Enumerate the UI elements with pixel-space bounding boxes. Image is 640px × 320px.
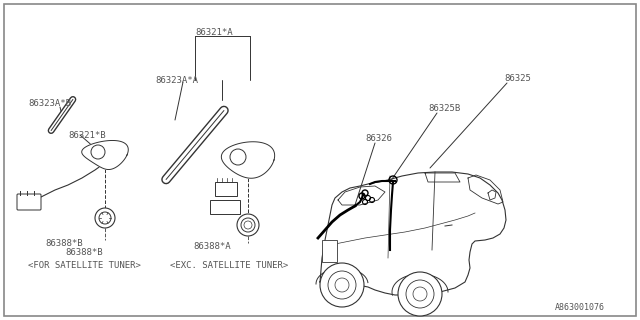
Circle shape	[95, 208, 115, 228]
Text: 86325: 86325	[504, 74, 531, 83]
FancyBboxPatch shape	[210, 200, 240, 214]
Circle shape	[320, 263, 364, 307]
Text: 86326: 86326	[365, 133, 392, 142]
Text: 86325B: 86325B	[428, 103, 460, 113]
Circle shape	[398, 272, 442, 316]
Text: 86388*B: 86388*B	[65, 247, 102, 257]
Circle shape	[91, 145, 105, 159]
FancyBboxPatch shape	[215, 182, 237, 196]
Text: A863001076: A863001076	[555, 303, 605, 313]
Text: 86323A*B: 86323A*B	[28, 99, 71, 108]
FancyBboxPatch shape	[17, 194, 41, 210]
Polygon shape	[221, 142, 275, 178]
Text: 86388*B: 86388*B	[45, 238, 83, 247]
Polygon shape	[320, 172, 506, 295]
Text: 86323A*A: 86323A*A	[155, 76, 198, 84]
Circle shape	[230, 149, 246, 165]
Text: 86321*A: 86321*A	[195, 28, 232, 36]
Circle shape	[237, 214, 259, 236]
Text: <EXC. SATELLITE TUNER>: <EXC. SATELLITE TUNER>	[170, 260, 288, 269]
Text: 86321*B: 86321*B	[68, 131, 106, 140]
Bar	[322, 240, 337, 262]
Polygon shape	[82, 140, 128, 170]
Text: 86388*A: 86388*A	[193, 242, 230, 251]
Text: <FOR SATELLITE TUNER>: <FOR SATELLITE TUNER>	[28, 260, 141, 269]
